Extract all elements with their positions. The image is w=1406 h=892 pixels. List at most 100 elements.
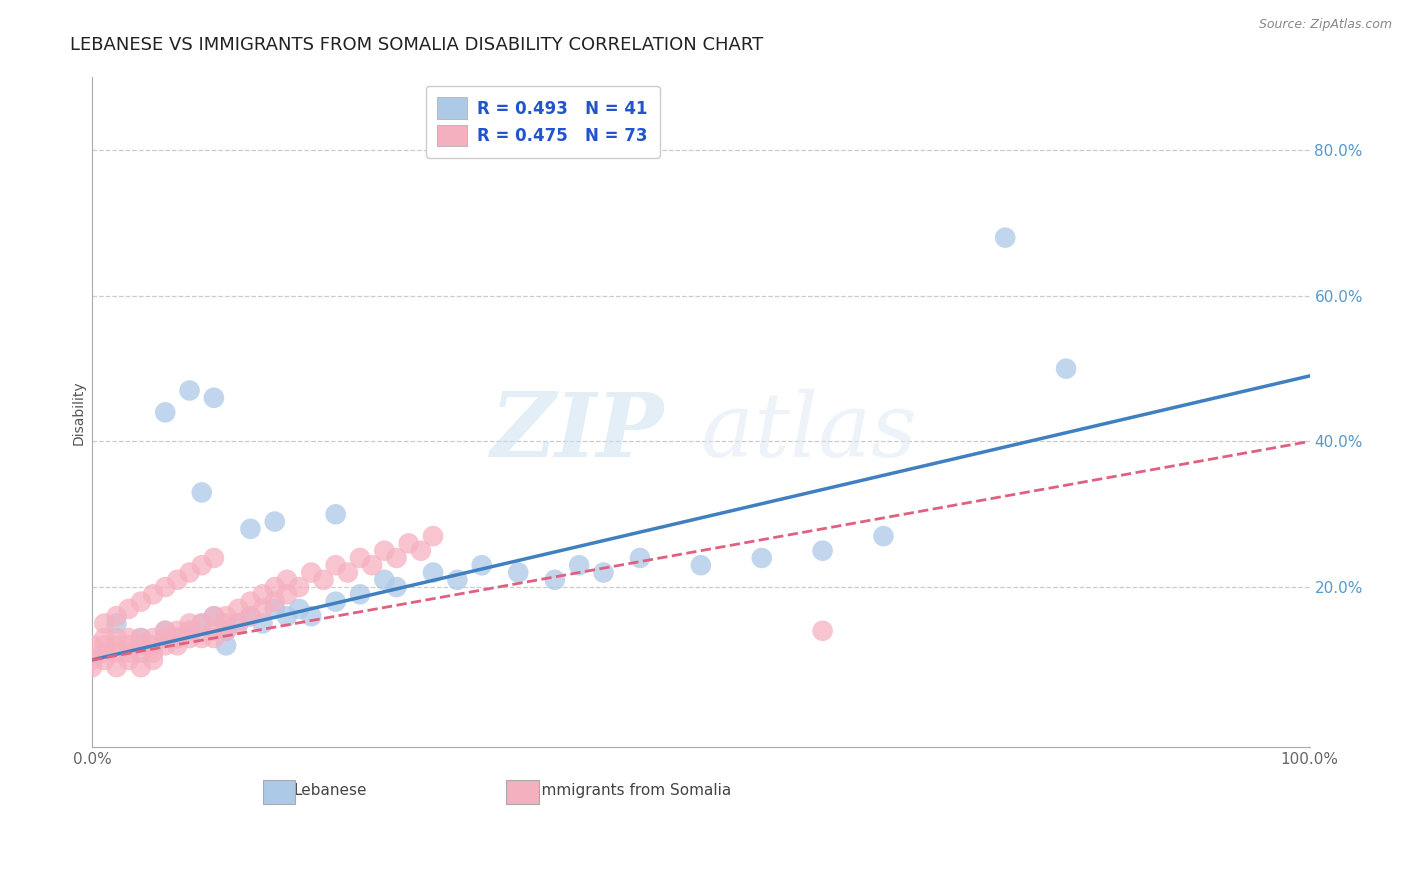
Point (179, 616, 201, 631)
Point (239, 609, 262, 624)
Point (215, 609, 238, 624)
Point (299, 609, 322, 624)
Point (93, 616, 115, 631)
Point (202, 551, 225, 566)
Point (190, 558, 212, 573)
Point (276, 587, 298, 601)
Point (93, 631, 115, 645)
Text: atlas: atlas (700, 389, 917, 475)
Point (202, 609, 225, 624)
Point (202, 391, 225, 405)
Point (179, 631, 201, 645)
FancyBboxPatch shape (263, 780, 295, 805)
Point (422, 529, 444, 543)
Point (226, 602, 249, 616)
Point (252, 587, 274, 601)
Point (385, 580, 408, 594)
Point (105, 638, 128, 652)
Point (82, 653, 104, 667)
Point (276, 609, 298, 624)
Point (105, 609, 128, 624)
Point (252, 616, 274, 631)
Point (263, 580, 285, 594)
Point (166, 573, 188, 587)
Point (299, 566, 322, 580)
Point (105, 631, 128, 645)
Text: Lebanese: Lebanese (292, 783, 367, 798)
Point (190, 485, 212, 500)
Point (166, 631, 188, 645)
Point (1054, 361, 1077, 376)
Text: Source: ZipAtlas.com: Source: ZipAtlas.com (1258, 18, 1392, 31)
Point (751, 551, 773, 566)
Point (155, 405, 177, 419)
Point (811, 543, 834, 558)
Point (252, 602, 274, 616)
Point (142, 587, 165, 601)
Point (166, 631, 188, 645)
Point (872, 529, 894, 543)
Point (361, 558, 384, 573)
Point (336, 566, 359, 580)
Point (471, 558, 494, 573)
Point (142, 631, 165, 645)
Point (179, 384, 201, 398)
Point (129, 660, 152, 674)
Point (202, 631, 225, 645)
Point (239, 594, 262, 608)
Point (349, 551, 371, 566)
Point (129, 594, 152, 608)
Point (142, 646, 165, 660)
Point (142, 653, 165, 667)
Point (288, 602, 311, 616)
Point (325, 558, 347, 573)
Point (129, 631, 152, 645)
Point (263, 594, 285, 608)
Point (82, 660, 104, 674)
Point (422, 566, 444, 580)
Point (155, 631, 177, 645)
Point (118, 631, 141, 645)
Point (226, 616, 249, 631)
Point (215, 624, 238, 638)
Text: Immigrants from Somalia: Immigrants from Somalia (537, 783, 731, 798)
Point (226, 616, 249, 631)
Point (155, 638, 177, 652)
Point (202, 624, 225, 638)
Point (288, 580, 311, 594)
Point (994, 230, 1017, 244)
Point (155, 624, 177, 638)
Point (129, 631, 152, 645)
Point (239, 609, 262, 624)
Point (155, 580, 177, 594)
Point (373, 543, 395, 558)
Point (446, 573, 468, 587)
Point (215, 624, 238, 638)
Point (263, 602, 285, 616)
Point (166, 638, 188, 652)
Text: ZIP: ZIP (491, 389, 664, 475)
Point (385, 551, 408, 566)
Point (105, 646, 128, 660)
Point (215, 616, 238, 631)
Point (202, 609, 225, 624)
Point (508, 566, 530, 580)
Point (373, 573, 395, 587)
Point (276, 573, 298, 587)
Point (93, 653, 115, 667)
Point (93, 646, 115, 660)
Point (142, 638, 165, 652)
Point (689, 558, 711, 573)
Point (239, 522, 262, 536)
Point (811, 624, 834, 638)
Point (190, 631, 212, 645)
Point (325, 508, 347, 522)
Point (105, 616, 128, 631)
Point (349, 587, 371, 601)
Point (166, 624, 188, 638)
Point (179, 624, 201, 638)
Point (179, 624, 201, 638)
Point (155, 624, 177, 638)
Point (568, 558, 591, 573)
Legend: R = 0.493   N = 41, R = 0.475   N = 73: R = 0.493 N = 41, R = 0.475 N = 73 (426, 86, 659, 158)
